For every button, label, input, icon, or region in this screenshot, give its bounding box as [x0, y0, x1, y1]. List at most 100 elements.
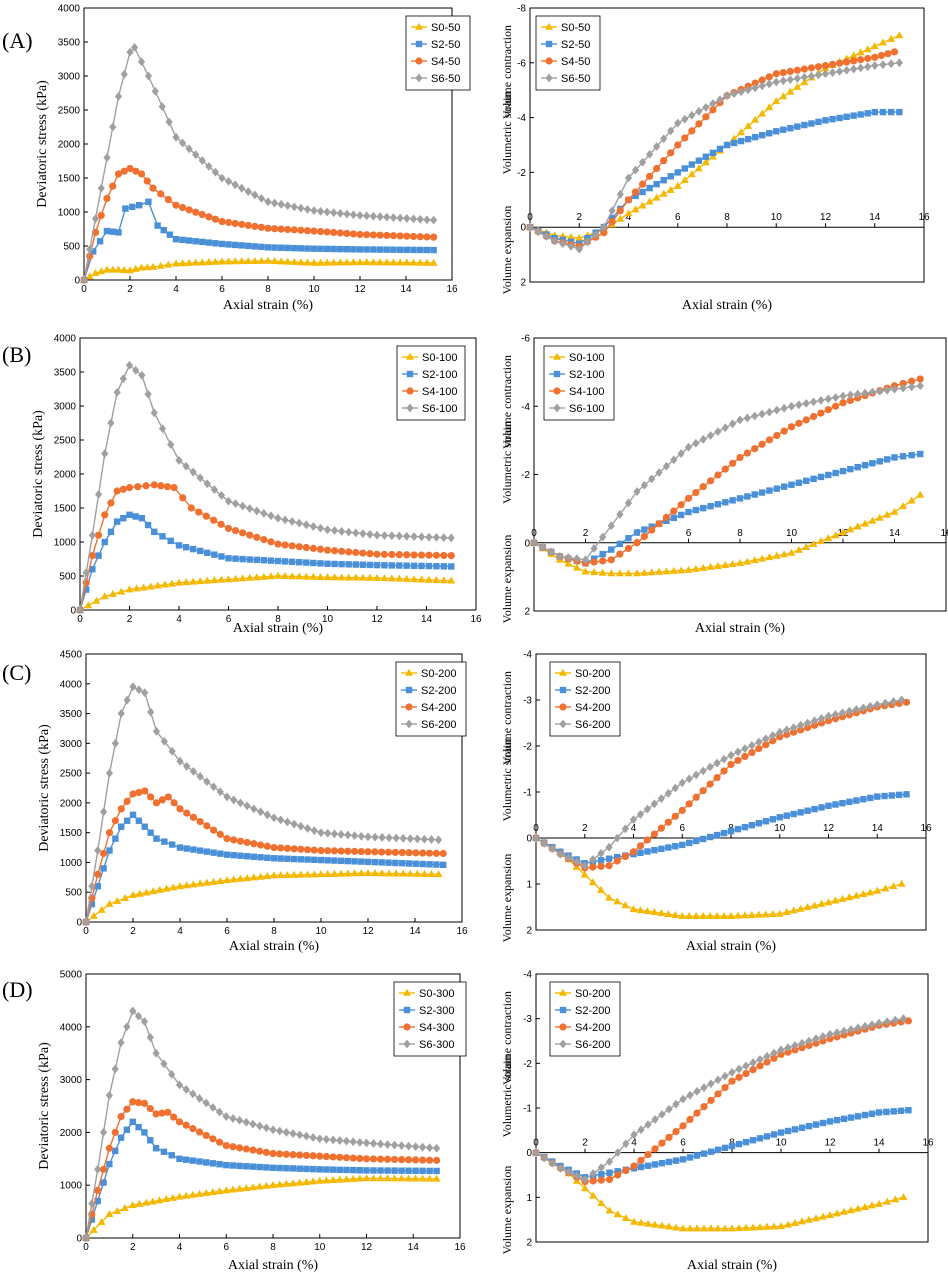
data-point-S2-100 [744, 493, 751, 500]
data-point-S4-200 [398, 848, 406, 857]
legend-marker [545, 40, 553, 48]
data-point-S2-200 [385, 859, 392, 866]
data-point-S6-100 [773, 405, 781, 415]
data-point-S2-300 [94, 1197, 101, 1205]
data-point-S2-100 [89, 566, 96, 573]
data-point-S4-200 [685, 800, 693, 808]
data-point-S4-200 [129, 790, 137, 798]
data-point-S2-50 [284, 244, 291, 252]
legend-label: S0-50 [561, 22, 590, 34]
data-point-S0-200 [847, 1206, 855, 1214]
data-point-S2-100 [608, 546, 615, 553]
data-point-S2-200 [867, 794, 874, 802]
data-point-S2-100 [352, 561, 359, 568]
data-point-S6-200 [636, 809, 645, 819]
data-point-S2-200 [686, 1154, 694, 1161]
data-point-S4-200 [664, 818, 672, 826]
y-tick-label: 500 [59, 572, 76, 583]
y-tick-label: -8 [517, 4, 526, 15]
data-point-S2-50 [109, 228, 116, 235]
data-point-S6-100 [203, 479, 211, 489]
data-point-S4-100 [780, 427, 788, 435]
data-point-S6-50 [91, 214, 100, 224]
data-point-S2-200 [819, 1119, 827, 1127]
data-point-S4-50 [303, 227, 312, 235]
legend-marker [406, 370, 414, 378]
data-point-S0-50 [376, 258, 385, 266]
data-point-S2-100 [267, 557, 275, 564]
data-point-S6-50 [165, 117, 173, 127]
data-point-S4-300 [134, 1098, 143, 1107]
x-tick-label: 0 [81, 284, 87, 295]
x-tick-label: 0 [83, 1242, 89, 1253]
x-tick-label: 12 [820, 212, 832, 223]
data-point-S2-50 [430, 246, 437, 254]
data-point-S2-50 [317, 245, 324, 253]
data-point-S0-300 [202, 1188, 211, 1196]
y-tick-label: 2 [524, 607, 530, 618]
data-point-S2-300 [384, 1167, 391, 1174]
data-point-S6-100 [861, 388, 869, 398]
legend-label: S2-200 [575, 685, 610, 697]
data-point-S6-200 [344, 830, 352, 840]
data-point-S2-200 [812, 1121, 820, 1128]
data-point-S6-50 [349, 210, 358, 220]
row-label-b: (B) [2, 342, 32, 367]
x-tick-label: 14 [408, 1242, 420, 1253]
plot-frame [529, 7, 925, 283]
data-point-S0-300 [255, 1182, 264, 1190]
data-point-S6-200 [303, 824, 312, 833]
data-point-S2-50 [808, 120, 815, 127]
data-point-S6-200 [385, 833, 393, 843]
data-point-S2-300 [249, 1163, 257, 1170]
data-point-S6-50 [895, 58, 903, 68]
y-tick-label: 3500 [54, 368, 77, 379]
data-point-S6-200 [111, 738, 119, 748]
data-point-S0-200 [883, 1197, 892, 1205]
data-point-S2-200 [203, 848, 211, 855]
data-point-S4-50 [758, 76, 766, 84]
data-point-S4-200 [425, 849, 434, 857]
data-point-S6-100 [530, 538, 538, 548]
data-point-S6-200 [357, 831, 365, 841]
data-point-S4-200 [597, 862, 605, 870]
data-point-S0-200 [392, 869, 401, 877]
data-point-S2-300 [106, 1160, 113, 1168]
data-point-S0-100 [581, 567, 590, 575]
data-point-S0-200 [149, 887, 158, 895]
data-point-S2-200 [123, 817, 131, 824]
data-point-S6-50 [608, 206, 616, 216]
data-point-S2-300 [276, 1164, 283, 1172]
data-point-S6-200 [664, 788, 672, 798]
data-point-S6-200 [692, 770, 700, 780]
data-point-S0-50 [402, 258, 411, 266]
x-tick-label: 2 [582, 823, 588, 834]
y-tick-label: 3000 [58, 72, 81, 83]
data-point-S6-200 [565, 1167, 573, 1177]
data-point-S4-100 [684, 494, 693, 502]
data-point-S4-200 [250, 840, 258, 848]
data-point-S0-200 [169, 883, 178, 891]
y-tick-label: 0 [74, 276, 80, 287]
y-tick-label: 0 [520, 223, 526, 234]
legend-marker [403, 1039, 411, 1049]
data-point-S4-200 [769, 737, 777, 745]
data-point-S6-200 [763, 1051, 771, 1061]
y-axis-title-expansion: Volume expansion [500, 535, 514, 624]
data-point-S2-200 [853, 797, 860, 804]
data-point-S6-50 [178, 138, 187, 148]
data-point-S0-100 [224, 575, 233, 583]
data-point-S0-100 [706, 562, 715, 570]
data-point-S0-100 [380, 574, 389, 582]
data-point-S4-100 [899, 379, 907, 388]
data-point-S6-200 [548, 1158, 556, 1168]
data-point-S4-100 [395, 551, 403, 559]
data-point-S6-300 [99, 1128, 108, 1137]
data-point-S0-200 [434, 870, 443, 878]
data-point-S4-200 [614, 1171, 622, 1179]
data-point-S0-300 [275, 1180, 284, 1188]
data-point-S4-200 [432, 849, 440, 857]
data-point-S4-100 [432, 551, 440, 559]
